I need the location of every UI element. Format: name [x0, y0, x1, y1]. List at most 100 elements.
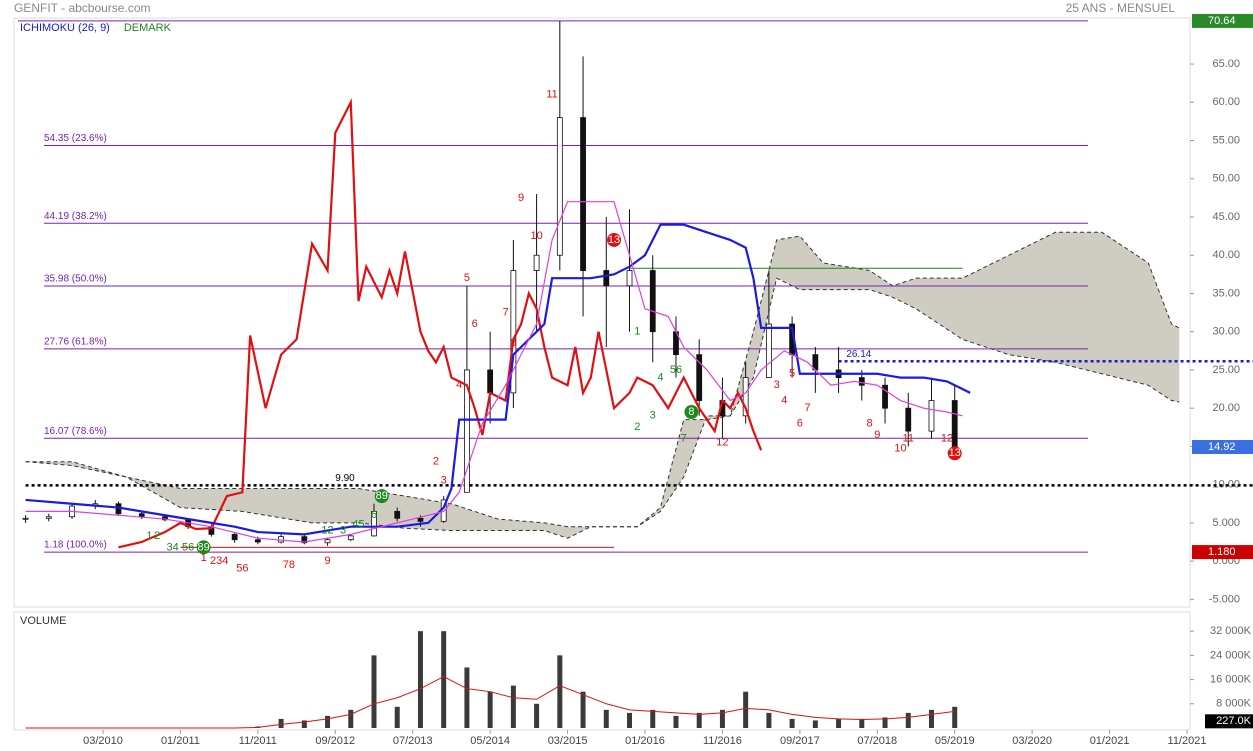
source: GENFIT - abcbourse.com [14, 1, 151, 15]
fib-label: 35.98 (50.0%) [44, 274, 107, 285]
volume-bar [557, 655, 563, 728]
demark-circle [947, 446, 962, 461]
fib-label: 1.18 (100.0%) [44, 540, 107, 551]
volume-bar [487, 691, 493, 728]
candle-body [301, 536, 308, 544]
candle-body [371, 511, 377, 537]
volume-bar [766, 712, 772, 728]
candle-body [464, 369, 470, 493]
y-tick-label: 30.00 [1212, 326, 1240, 338]
volume-bar [859, 718, 865, 728]
y-tick-label: 60.00 [1212, 96, 1240, 108]
demark-count: 9 [874, 429, 880, 441]
demark-count: 13 [949, 447, 961, 459]
volume-bar [348, 709, 354, 728]
volume-bar [673, 715, 679, 728]
volume-bar [441, 631, 447, 728]
x-tick-label: 09/2012 [315, 735, 355, 747]
fib-label: 27.76 (61.8%) [44, 336, 107, 347]
volume-bar [905, 712, 911, 728]
indicator-label: ICHIMOKU (26, 9) [20, 22, 110, 34]
y-tick-label: 50.00 [1212, 173, 1240, 185]
demark-count: 56 [182, 541, 194, 553]
demark-count: 3 [650, 410, 656, 422]
volume-bar [603, 709, 609, 728]
demark-count: 8 [688, 406, 694, 418]
fib-label: 54.35 (23.6%) [44, 133, 107, 144]
y-tick-label: 16 000K [1210, 673, 1252, 685]
candle-body [22, 517, 29, 520]
candle-body [487, 369, 494, 394]
cloud-edge [25, 277, 1180, 539]
demark-count: 1 [634, 326, 640, 338]
demark-circle [374, 489, 389, 504]
volume-bar [743, 691, 749, 728]
ichimoku-line [118, 98, 763, 549]
candle-body [905, 407, 912, 432]
demark-count: 7 [503, 306, 509, 318]
x-tick-label: 11/2011 [239, 735, 277, 747]
demark-count: 89 [376, 490, 388, 502]
price-tag [1192, 440, 1253, 455]
volume-bar [580, 691, 586, 728]
candle-body [603, 270, 610, 287]
demark-count: 45 [352, 518, 364, 530]
candle-body [882, 384, 888, 409]
demark-count: 2 [433, 456, 439, 468]
volume-bar [812, 720, 818, 728]
candle-body [765, 323, 772, 378]
volume-bar [394, 706, 400, 728]
demark-count: 5 [789, 368, 795, 380]
y-tick-label: 55.00 [1212, 134, 1240, 146]
y-tick-label: 32 000K [1210, 625, 1252, 637]
fib-label: 16.07 (78.6%) [44, 426, 107, 437]
demark-count: 56 [670, 364, 682, 376]
volume-bar [627, 712, 633, 728]
volume-bar [836, 718, 842, 728]
volume-bar [928, 709, 934, 728]
candle-body [231, 533, 238, 541]
volume-bar [534, 703, 540, 728]
x-tick-label: 05/2019 [935, 735, 975, 747]
demark-count: 34 [167, 541, 179, 553]
candle-body [394, 511, 401, 519]
volume-pane [13, 611, 1191, 731]
demark-circle [607, 232, 622, 247]
volume-bar [510, 685, 516, 728]
candle-body [696, 354, 703, 401]
indicator-label: DEMARK [124, 22, 172, 34]
demark-count: 6 [797, 417, 803, 429]
volume-bar [464, 667, 470, 728]
dotted-label: 9.90 [335, 473, 355, 484]
price-pane [13, 17, 1191, 608]
price-tag-label: 70.64 [1208, 15, 1236, 27]
demark-count: 4 [781, 394, 787, 406]
demark-count: 6 [371, 509, 377, 521]
demark-count: 11 [903, 433, 914, 445]
volume-bar [417, 631, 423, 728]
volume-tag [1205, 714, 1253, 729]
y-tick-label: 24 000K [1210, 649, 1252, 661]
volume-bar [371, 655, 377, 728]
demark-count: 1 [201, 552, 207, 564]
volume-bar [650, 709, 656, 728]
fib-label: 44.19 (38.2%) [44, 211, 107, 222]
demark-count: 12 [716, 436, 728, 448]
y-tick-label: 35.00 [1212, 287, 1240, 299]
x-tick-label: 03/2015 [548, 735, 588, 747]
volume-bar [952, 706, 958, 728]
x-tick-label: 01/2021 [1090, 735, 1130, 747]
price-tag [1192, 13, 1253, 28]
ichimoku-line [25, 223, 971, 536]
x-tick-label: 05/2014 [470, 735, 510, 747]
demark-count: 56 [236, 563, 248, 575]
demark-count: 4 [456, 379, 462, 391]
volume-bar [696, 712, 702, 728]
demark-count: 234 [210, 555, 228, 567]
candle-body [510, 270, 517, 394]
x-tick-label: 01/2011 [161, 735, 200, 747]
demark-count: 3 [340, 524, 346, 536]
period: 25 ANS - MENSUEL [1066, 1, 1176, 15]
demark-count: 8 [866, 417, 872, 429]
